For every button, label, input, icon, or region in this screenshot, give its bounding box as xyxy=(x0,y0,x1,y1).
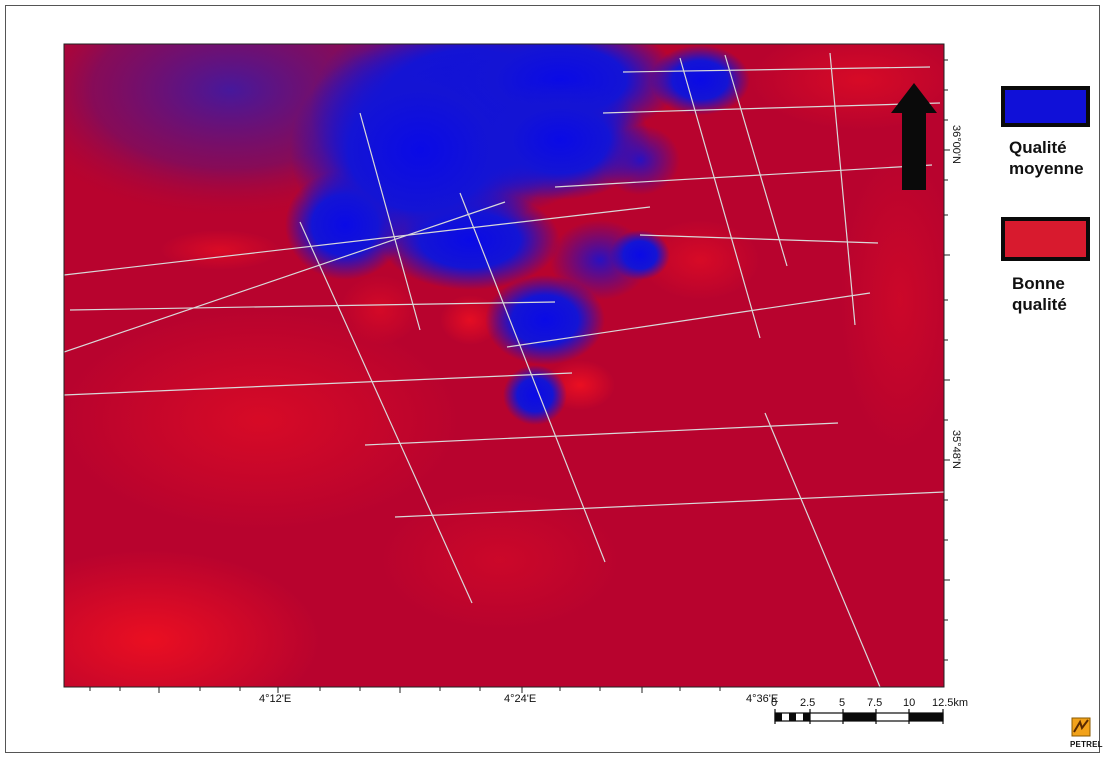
scale-label-7-5: 7.5 xyxy=(867,697,883,709)
y-axis-ticks xyxy=(944,59,950,661)
legend-label-bonne-line1: Bonne xyxy=(1012,274,1065,293)
legend-swatch-bonne xyxy=(1001,217,1090,261)
legend-label-bonne: Bonne qualité xyxy=(1012,273,1067,315)
scale-label-10: 10 xyxy=(903,697,916,709)
x-axis-label-3: 4°36'E xyxy=(746,693,779,705)
north-arrow-icon xyxy=(891,83,937,190)
petrel-logo-text: PETREL xyxy=(1070,740,1103,749)
legend-label-moyenne-line1: Qualité xyxy=(1009,138,1067,157)
scale-label-12-5km: 12.5km xyxy=(932,697,969,709)
scale-label-2-5: 2.5 xyxy=(800,697,816,709)
legend-label-moyenne: Qualité moyenne xyxy=(1009,137,1084,179)
y-axis-label-1: 36°00'N xyxy=(950,125,962,164)
legend-swatch-moyenne xyxy=(1001,86,1090,127)
scale-label-5: 5 xyxy=(839,697,846,709)
scale-label-0: 0 xyxy=(771,697,778,709)
scale-bar xyxy=(774,709,944,724)
y-axis-label-2: 35°48'N xyxy=(950,430,962,469)
x-axis-ticks xyxy=(89,687,721,693)
legend-label-bonne-line2: qualité xyxy=(1012,295,1067,314)
seismic-lines xyxy=(64,52,944,687)
petrel-logo-icon xyxy=(1071,717,1091,737)
x-axis-label-1: 4°12'E xyxy=(259,693,292,705)
x-axis-label-2: 4°24'E xyxy=(504,693,537,705)
legend-label-moyenne-line2: moyenne xyxy=(1009,159,1084,178)
